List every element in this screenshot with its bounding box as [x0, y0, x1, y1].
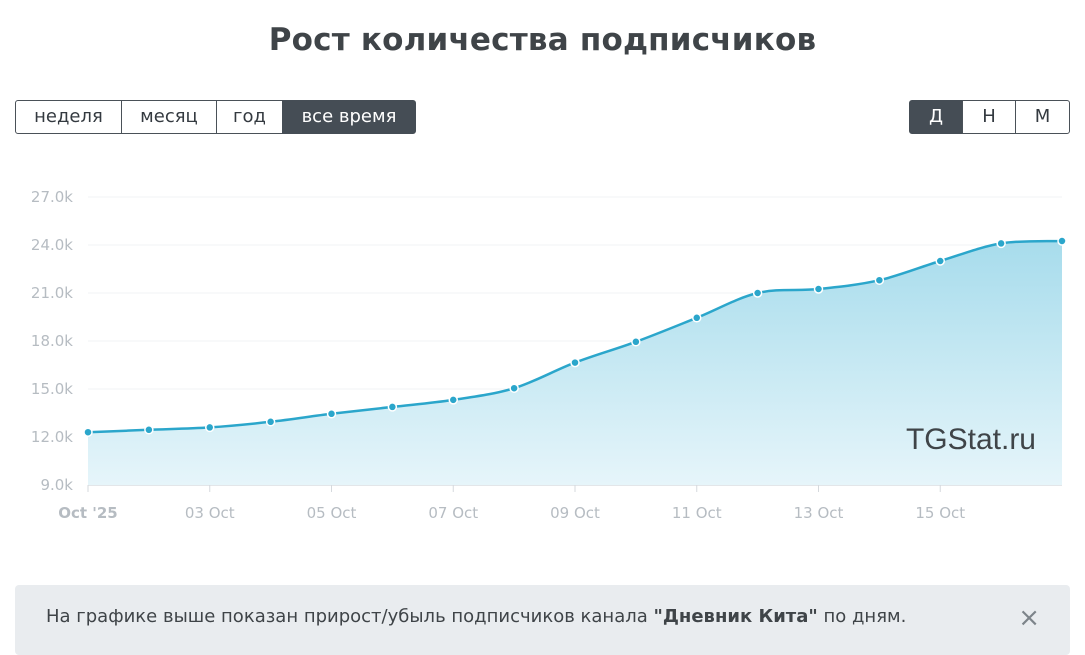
granularity-month-button[interactable]: М [1015, 100, 1070, 134]
y-tick-label: 9.0k [40, 476, 73, 494]
y-tick-label: 24.0k [31, 236, 73, 254]
period-selector: неделя месяц год все время [15, 100, 416, 134]
close-icon[interactable]: × [1018, 603, 1040, 633]
x-tick-label: 03 Oct [185, 504, 235, 522]
period-year-button[interactable]: год [216, 100, 283, 134]
data-point[interactable] [205, 422, 215, 433]
data-point[interactable] [326, 409, 337, 419]
watermark-text: TGStat.ru [906, 423, 1036, 456]
y-tick-label: 15.0k [31, 380, 73, 398]
x-tick-label: 11 Oct [672, 504, 722, 522]
info-banner: На графике выше показан прирост/убыль по… [15, 585, 1070, 655]
y-tick-label: 21.0k [31, 284, 73, 302]
data-point[interactable] [874, 275, 885, 285]
subscriber-growth-chart: 9.0k 12.0k 15.0k 18.0k 21.0k 24.0k 27.0k Oct '… [31, 188, 1067, 522]
channel-name: "Дневник Кита" [653, 606, 818, 627]
data-point[interactable] [935, 256, 945, 266]
x-tick-label: 09 Oct [550, 504, 600, 522]
data-point[interactable] [265, 417, 276, 427]
y-tick-label: 18.0k [31, 332, 73, 350]
data-point[interactable] [1057, 236, 1067, 246]
x-tick-label: 05 Oct [307, 504, 357, 522]
data-point[interactable] [570, 357, 580, 368]
granularity-day-button[interactable]: Д [909, 100, 963, 134]
y-tick-label: 27.0k [31, 188, 73, 206]
x-tick-label: 07 Oct [428, 504, 478, 522]
data-point[interactable] [752, 288, 763, 298]
period-all-time-button[interactable]: все время [282, 100, 416, 134]
data-point[interactable] [448, 395, 458, 405]
data-point[interactable] [631, 337, 641, 347]
x-tick-label: Oct '25 [58, 504, 118, 522]
data-point[interactable] [83, 427, 93, 437]
data-point[interactable] [509, 383, 519, 393]
granularity-selector: Д Н М [909, 100, 1070, 134]
granularity-week-button[interactable]: Н [962, 100, 1016, 134]
period-month-button[interactable]: месяц [121, 100, 217, 134]
data-point[interactable] [996, 238, 1006, 249]
data-point[interactable] [692, 313, 702, 323]
data-points [83, 236, 1067, 437]
period-week-button[interactable]: неделя [15, 100, 122, 134]
y-tick-label: 12.0k [31, 428, 73, 446]
x-tick-label: 13 Oct [794, 504, 844, 522]
info-text: На графике выше показан прирост/убыль по… [46, 606, 654, 627]
y-axis: 9.0k 12.0k 15.0k 18.0k 21.0k 24.0k 27.0k [31, 188, 73, 494]
x-axis: Oct '25 03 Oct 05 Oct 07 Oct 09 Oct 11 Oct 13 … [58, 485, 1062, 522]
page-title: Рост количества подписчиков [268, 22, 817, 58]
x-tick-label: 15 Oct [915, 504, 965, 522]
info-text-end: по дням. [817, 606, 907, 627]
data-point[interactable] [144, 425, 154, 435]
data-point[interactable] [813, 284, 824, 294]
data-point[interactable] [387, 402, 398, 412]
